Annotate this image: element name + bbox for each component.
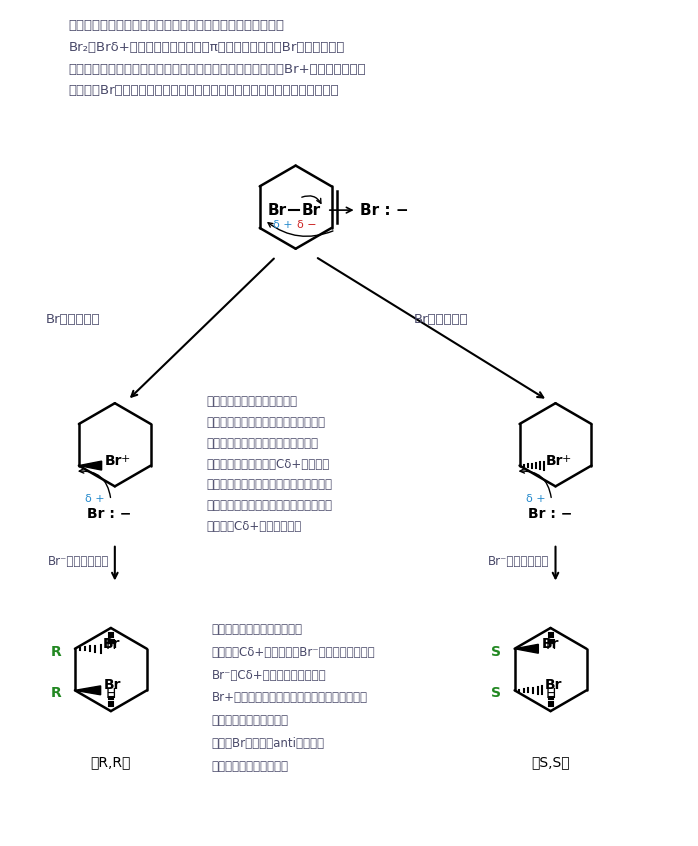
- Text: Br: Br: [105, 453, 122, 468]
- FancyArrowPatch shape: [268, 222, 333, 236]
- Polygon shape: [75, 686, 101, 695]
- Text: 三員環のCδ+に対して、Br⁻が求核付加する。: 三員環のCδ+に対して、Br⁻が求核付加する。: [211, 645, 376, 659]
- Text: Br⁻が上から付加: Br⁻が上から付加: [489, 555, 550, 569]
- Text: H: H: [105, 687, 116, 701]
- Text: Br₂のBrδ+に対して、アルケンのπ電子が供与され、Brが付加する。: Br₂のBrδ+に対して、アルケンのπ電子が供与され、Brが付加する。: [68, 41, 345, 54]
- Text: （S,S）: （S,S）: [531, 755, 570, 770]
- Text: アルケンに対する臭素分子の求電子付加反応では、始めに、: アルケンに対する臭素分子の求電子付加反応では、始めに、: [68, 19, 284, 32]
- Text: δ +: δ +: [85, 494, 105, 504]
- Text: これにより、中間体として、三員環のブロモニウムイオン（Br+）が生成する。: これにより、中間体として、三員環のブロモニウムイオン（Br+）が生成する。: [68, 63, 366, 75]
- Text: H: H: [545, 687, 556, 701]
- Text: Br: Br: [544, 678, 562, 692]
- Text: Brが下に付加: Brが下に付加: [414, 312, 469, 326]
- Text: Br: Br: [267, 203, 287, 217]
- Text: δ −: δ −: [297, 220, 317, 230]
- FancyArrowPatch shape: [80, 469, 110, 497]
- Text: Br: Br: [547, 453, 564, 468]
- Text: アルキル置換基の数がより多い方の: アルキル置換基の数がより多い方の: [207, 437, 319, 450]
- Text: δ +: δ +: [272, 220, 292, 230]
- Text: Brが上に付加: Brが上に付加: [45, 312, 101, 326]
- Text: Br⁻はCδ+にアクセスする際、: Br⁻はCδ+にアクセスする際、: [211, 668, 326, 682]
- Text: +: +: [562, 453, 572, 464]
- Text: ブロモニウムイオン中間体の: ブロモニウムイオン中間体の: [211, 623, 303, 636]
- FancyArrowPatch shape: [302, 195, 321, 203]
- Text: Br: Br: [103, 637, 120, 651]
- Text: Br : −: Br : −: [87, 507, 131, 521]
- FancyArrowPatch shape: [520, 469, 551, 497]
- Text: δ +: δ +: [526, 494, 546, 504]
- Text: Br: Br: [103, 678, 121, 692]
- Text: ブロモニウムイオン中間体の: ブロモニウムイオン中間体の: [207, 395, 298, 409]
- Text: 三員環を構成する２つの炭素のうち、: 三員環を構成する２つの炭素のうち、: [207, 416, 326, 429]
- Text: Br+のいない側からの方がアクセスしやすい。: Br+のいない側からの方がアクセスしやすい。: [211, 691, 368, 705]
- Text: ジブロモ化合物となる。: ジブロモ化合物となる。: [211, 760, 289, 772]
- Text: 置換基の数は同じなので、どちらの炭素: 置換基の数は同じなので、どちらの炭素: [207, 499, 333, 512]
- Text: も等しくCδ+になり得る。: も等しくCδ+になり得る。: [207, 520, 302, 533]
- Text: Br : −: Br : −: [359, 203, 408, 217]
- Text: S: S: [491, 686, 501, 700]
- Text: Br⁻が下から付加: Br⁻が下から付加: [47, 555, 109, 569]
- Text: R: R: [51, 686, 62, 700]
- Text: H: H: [545, 638, 556, 651]
- Text: 炭素が正電荷を帯びてCδ+となる。: 炭素が正電荷を帯びてCδ+となる。: [207, 458, 330, 470]
- Text: そのため、主生成物は、: そのため、主生成物は、: [211, 714, 289, 727]
- Text: +: +: [120, 453, 130, 464]
- Polygon shape: [514, 645, 538, 653]
- Text: 本問の基質では、２つの炭素でアルキル: 本問の基質では、２つの炭素でアルキル: [207, 479, 333, 492]
- Text: この際、Brはアルケンの平面に対して、上にも下にも平等に付加し得る。: この際、Brはアルケンの平面に対して、上にも下にも平等に付加し得る。: [68, 85, 339, 97]
- Text: ２つのBrが互いにanti付加した: ２つのBrが互いにanti付加した: [211, 737, 325, 750]
- Text: Br : −: Br : −: [528, 507, 572, 521]
- Polygon shape: [79, 461, 102, 470]
- Text: H: H: [105, 638, 116, 651]
- Text: S: S: [491, 645, 501, 659]
- Text: Br: Br: [542, 637, 559, 651]
- Text: Br: Br: [302, 203, 320, 217]
- Text: （R,R）: （R,R）: [91, 755, 131, 770]
- Text: R: R: [51, 645, 62, 659]
